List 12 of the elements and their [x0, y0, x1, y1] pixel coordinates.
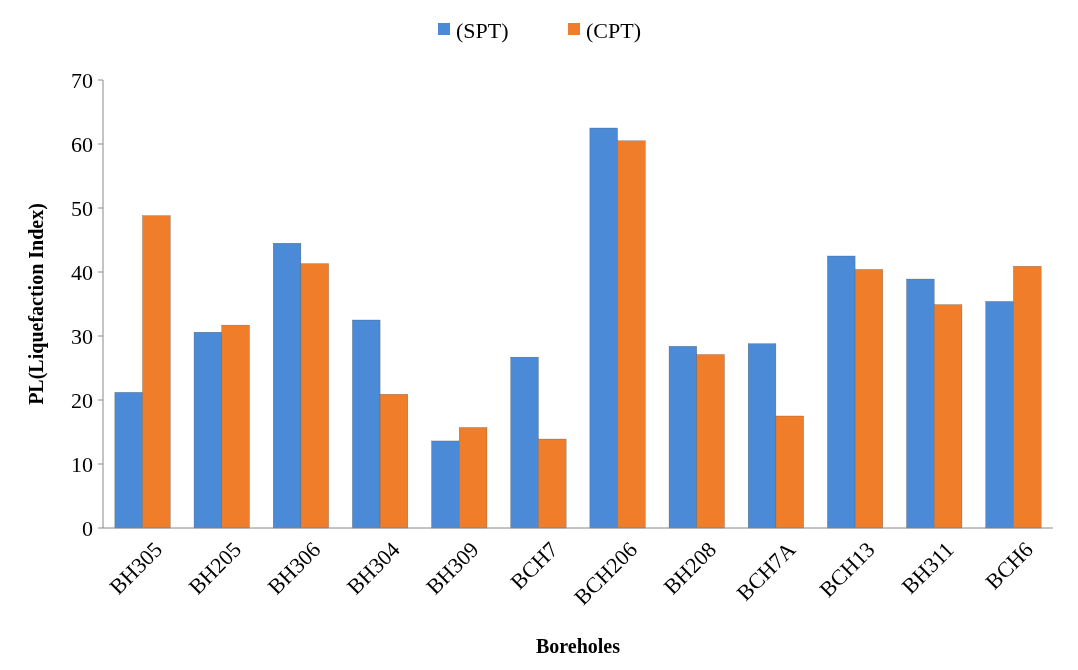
- y-axis-title: PL(Liquefaction Index): [25, 203, 48, 405]
- y-tick-label: 40: [71, 259, 93, 285]
- x-axis-title: Boreholes: [535, 635, 621, 657]
- legend-label: (SPT): [456, 17, 509, 43]
- y-tick-label: 50: [71, 195, 93, 221]
- y-tick-label: 70: [71, 67, 93, 93]
- y-tick-label: 20: [71, 387, 93, 413]
- y-tick-label: 0: [82, 515, 93, 541]
- y-tick-label: 30: [71, 323, 93, 349]
- y-tick-label: 10: [71, 451, 93, 477]
- y-tick-label: 60: [71, 131, 93, 157]
- legend-label: (CPT): [586, 17, 641, 43]
